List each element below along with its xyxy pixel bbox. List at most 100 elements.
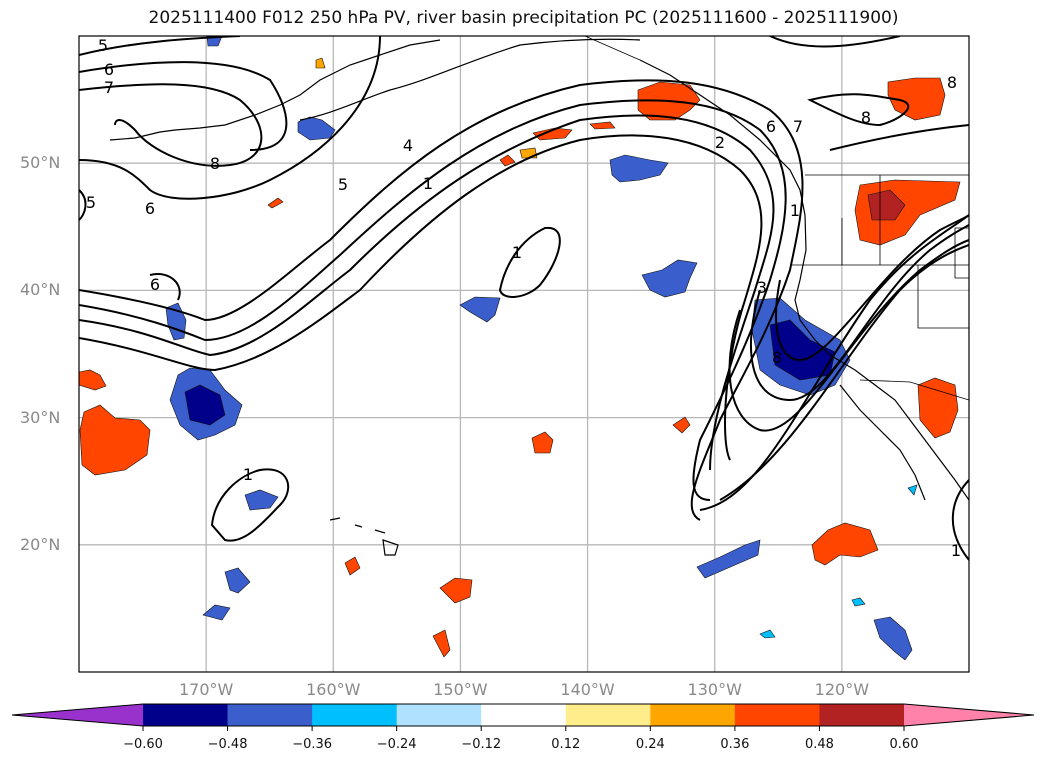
colorbar-segment: [143, 704, 229, 726]
coastline-aleutians: [109, 39, 441, 141]
borders: [584, 36, 969, 401]
pv-contour: [750, 224, 969, 402]
pv-contour-label: 1: [790, 201, 800, 220]
pv-contour: [79, 83, 263, 167]
precip-positive-patch: [917, 377, 959, 439]
colorbar-segment: [819, 704, 905, 726]
pv-contour-label: 1: [243, 465, 253, 484]
map-frame: [78, 35, 970, 673]
pv-contour-label: 7: [104, 78, 114, 97]
pv-contour: [79, 36, 241, 56]
lat-tick-label: 40°N: [20, 280, 61, 300]
pv-contour-label: 3: [757, 278, 767, 297]
precip-negative-patch: [873, 616, 913, 661]
hawaii-islands: [329, 517, 399, 556]
colorbar-segment: [227, 704, 313, 726]
precip-positive-patch: [439, 577, 473, 604]
pv-contour-label: 8: [947, 73, 957, 92]
lat-tick-label: 20°N: [20, 534, 61, 554]
pv-contour-label: 6: [104, 60, 114, 79]
precip-negative-patch: [184, 384, 226, 426]
pv-contour-label: 2: [715, 133, 725, 152]
map-title: 2025111400 F012 250 hPa PV, river basin …: [148, 8, 899, 28]
precip-negative-patch: [459, 296, 501, 323]
colorbar-tick-label: −0.12: [461, 737, 502, 752]
colorbar-tick-label: 0.24: [635, 737, 665, 752]
pv-contour-label: 8: [861, 108, 871, 127]
pv-contour: [210, 468, 290, 542]
coastline-uswest: [794, 214, 969, 501]
precip-negative-patch: [224, 567, 251, 594]
lon-tick-label: 140°W: [560, 680, 615, 699]
colorbar-segment: [396, 704, 482, 726]
colorbar-segment: [650, 704, 736, 726]
pv-contour: [719, 244, 969, 501]
precip-negative-patch: [759, 629, 776, 639]
pv-contour: [79, 61, 288, 151]
colorbar-extend-min: [12, 704, 143, 726]
pv-contours: [79, 36, 969, 561]
precip-positive-patch: [811, 522, 879, 566]
pv-contour: [79, 114, 775, 471]
pv-contour: [699, 214, 969, 511]
colorbar-tick-label: 0.36: [720, 737, 750, 752]
precip-positive-patch: [344, 556, 361, 576]
pv-contour-label: 1: [951, 541, 961, 560]
colorbar-tick-label: 0.60: [889, 737, 919, 752]
pv-contour-label: 5: [338, 175, 348, 194]
precip-negative-patch: [907, 484, 918, 496]
lat-tick-label: 30°N: [20, 407, 61, 427]
pv-contour: [769, 36, 901, 48]
precip-positive-patch: [79, 369, 107, 391]
pv-contour: [79, 36, 381, 200]
pv-contour: [79, 99, 787, 501]
precip-positive-patch: [532, 127, 573, 141]
pv-contour-label: 1: [512, 243, 522, 262]
lat-tick-label: 50°N: [20, 153, 61, 173]
pv-contour: [951, 479, 969, 561]
coastlines: [109, 38, 969, 556]
pv-contour-label: 6: [766, 117, 776, 136]
precip-negative-patch: [769, 319, 836, 381]
precip-positive-patch: [315, 57, 326, 69]
precip-positive-patch: [589, 121, 616, 130]
pv-contour-label: 6: [145, 199, 155, 218]
pv-contour-label: 8: [772, 348, 782, 367]
colorbar-tick-label: 0.12: [551, 737, 581, 752]
lon-tick-label: 120°W: [814, 680, 870, 699]
pv-contour-label: 7: [793, 117, 803, 136]
border-alaska-canada: [584, 36, 641, 61]
precip-positive-patch: [267, 197, 284, 209]
precip-negative-patch: [297, 116, 336, 141]
precip-fill: [79, 36, 961, 661]
precip-positive-patch: [531, 431, 554, 454]
colorbar-extend-max: [904, 704, 1034, 726]
pv-contour-label: 8: [210, 154, 220, 173]
pv-contour: [728, 239, 969, 432]
pv-contour: [829, 124, 969, 151]
coastline-bc: [639, 59, 806, 216]
precip-negative-patch: [851, 597, 866, 607]
precip-negative-patch: [244, 489, 279, 511]
pv-contour: [79, 189, 87, 221]
pv-contour: [149, 273, 181, 301]
pv-contour: [498, 226, 561, 298]
pv-contour-label: 1: [423, 174, 433, 193]
border-us-mexico: [859, 379, 969, 401]
precip-positive-patch: [672, 416, 691, 434]
coastline-alaska: [299, 38, 641, 121]
lon-tick-label: 130°W: [687, 680, 742, 699]
lon-tick-label: 170°W: [178, 680, 234, 699]
pv-contour: [775, 214, 969, 362]
lon-tick-label: 160°W: [306, 680, 361, 699]
colorbar-tick-label: 0.48: [804, 737, 834, 752]
precip-positive-patch: [867, 189, 906, 221]
precip-positive-patch: [79, 404, 151, 476]
pv-contour: [79, 79, 804, 521]
colorbar-segment: [481, 704, 567, 726]
pv-contour: [807, 93, 910, 127]
colorbar-segment: [734, 704, 820, 726]
border-state: [790, 175, 969, 329]
